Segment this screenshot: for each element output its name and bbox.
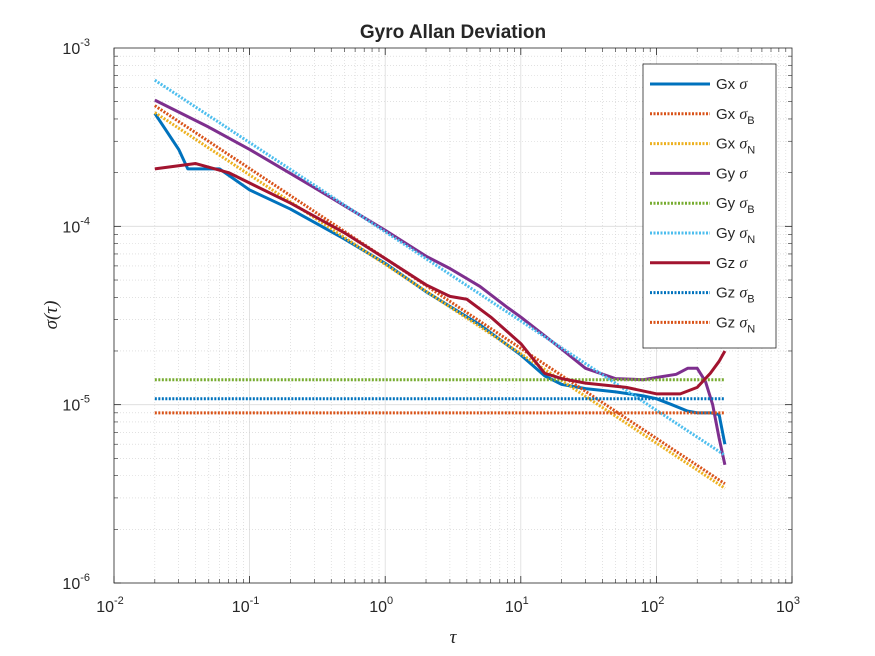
plot-frame: [113, 47, 793, 584]
series-line: [153, 78, 726, 457]
x-tick-label: 102: [640, 595, 664, 616]
legend-box: [642, 63, 777, 349]
legend: Gx σ Gx σB Gx σN Gy σ Gy σB Gy σN Gz σ Gz σB Gz …: [642, 63, 777, 349]
y-tick-label: 10-3: [62, 37, 90, 58]
x-axis-label: τ: [450, 627, 458, 648]
series-line: [153, 111, 726, 490]
x-tick-labels: 10-2 10-1 100 101 102 103: [96, 595, 800, 616]
x-tick-label: 100: [369, 595, 393, 616]
series-line: [154, 98, 727, 466]
x-tick-label: 103: [776, 595, 800, 616]
y-tick-label: 10-5: [62, 394, 90, 415]
y-tick-label: 10-4: [62, 215, 90, 236]
tick-layer: [113, 48, 793, 584]
y-tick-label: 10-6: [62, 572, 90, 593]
x-tick-label: 101: [505, 595, 529, 616]
x-tick-label: 10-1: [232, 595, 260, 616]
y-axis-label: σ(τ): [41, 301, 62, 330]
legend-entry: Gy σB: [716, 195, 755, 216]
legend-entry: Gz σB: [716, 285, 755, 306]
legend-entry: Gx σ: [716, 76, 748, 93]
legend-entry: Gy σ: [716, 165, 748, 182]
series-line: [154, 162, 727, 396]
y-tick-labels: 10-6 10-5 10-4 10-3: [62, 37, 90, 593]
chart-title: Gyro Allan Deviation: [360, 22, 546, 43]
legend-entry: Gy σN: [716, 225, 755, 246]
legend-entry: Gz σN: [716, 314, 755, 335]
x-tick-label: 10-2: [96, 595, 124, 616]
legend-entry: Gx σB: [716, 106, 755, 127]
legend-entry: Gx σN: [716, 136, 755, 157]
legend-entry: Gz σ: [716, 255, 748, 272]
series-layer: [153, 78, 727, 490]
